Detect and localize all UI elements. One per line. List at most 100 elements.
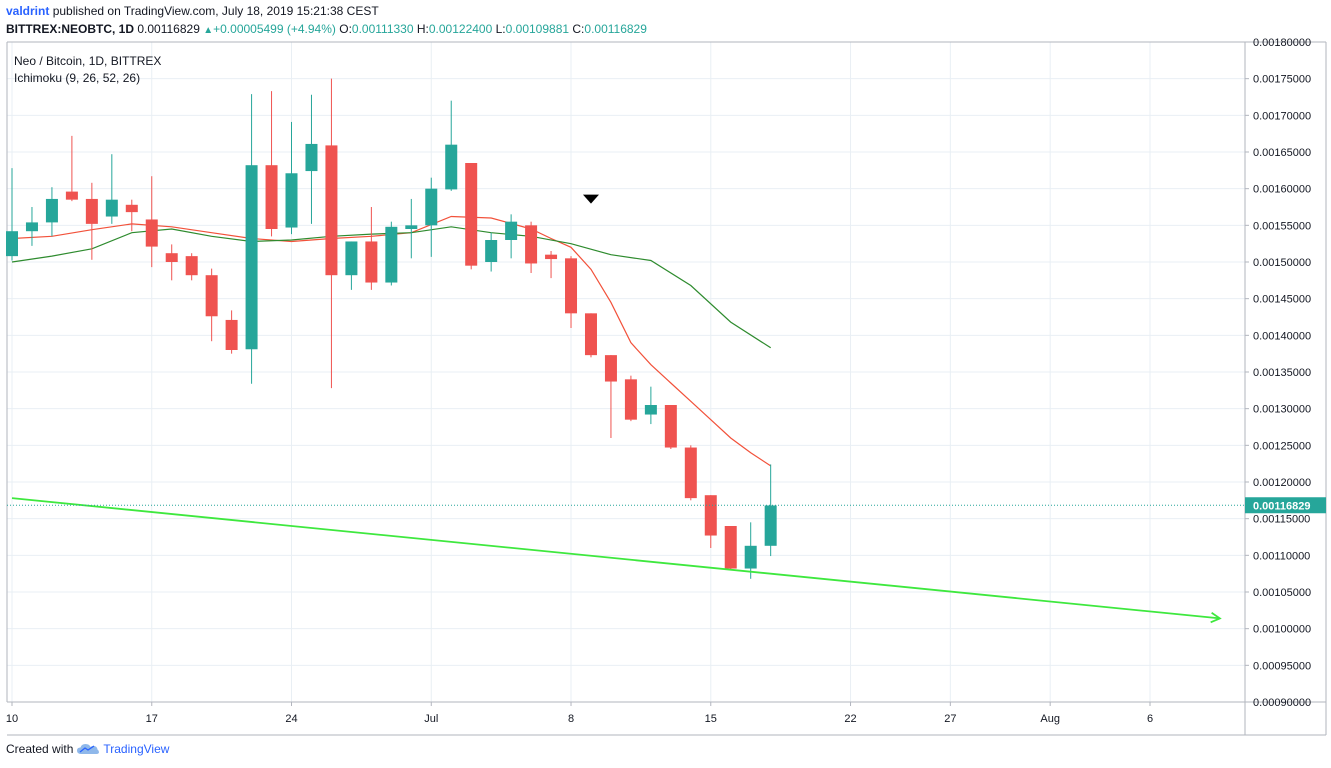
candle-body	[465, 163, 478, 266]
candle-up	[45, 187, 58, 237]
ohlc-bar: BITTREX:NEOBTC, 1D 0.00116829 ▲+0.000054…	[6, 22, 647, 36]
price-axis[interactable]: 0.00180000 0.00175000 0.00170000 0.00165000…	[1245, 37, 1326, 709]
candle-body	[565, 258, 578, 314]
x-tick-label: Jul	[424, 713, 438, 725]
candle-up	[385, 221, 398, 286]
candle-body	[365, 241, 378, 283]
candle-body	[445, 144, 458, 190]
y-tick-label: 0.00130000	[1253, 404, 1311, 416]
candle-up	[285, 121, 298, 235]
candles	[6, 78, 777, 579]
candle-up	[305, 94, 318, 224]
y-tick-label: 0.00115000	[1253, 514, 1310, 526]
candle-body	[545, 254, 558, 260]
x-tick-label: 27	[944, 713, 956, 725]
y-tick-label: 0.00150000	[1253, 257, 1311, 269]
y-tick-label: 0.00145000	[1253, 294, 1311, 306]
tradingview-cloud-icon	[77, 744, 100, 754]
candle-up	[25, 207, 38, 246]
legend-indicator[interactable]: Ichimoku (9, 26, 52, 26)	[14, 71, 140, 85]
candle-down	[525, 221, 538, 273]
y-tick-label: 0.00095000	[1253, 660, 1311, 672]
y-tick-label: 0.00170000	[1253, 110, 1311, 122]
candle-body	[604, 355, 617, 382]
candle-down	[565, 256, 578, 328]
candle-body	[85, 198, 98, 224]
change-value: +0.00005499 (+4.94%)	[213, 22, 336, 36]
candle-body	[584, 313, 597, 356]
down-arrow-marker-icon	[582, 194, 599, 204]
x-tick-label: 8	[568, 713, 574, 725]
x-tick-label: 22	[844, 713, 856, 725]
candle-down	[145, 176, 158, 268]
candle-body	[325, 145, 338, 276]
x-tick-label: 6	[1147, 713, 1153, 725]
x-tick-label: 15	[705, 713, 717, 725]
candle-up	[425, 177, 438, 257]
published-text: published on TradingView.com, July 18, 2…	[52, 4, 379, 18]
footer: Created with TradingView	[6, 742, 169, 756]
y-tick-label: 0.00105000	[1253, 587, 1311, 599]
author-name[interactable]: valdrint	[6, 4, 50, 18]
candle-down	[85, 182, 98, 260]
candle-up	[644, 386, 657, 425]
candle-down	[205, 268, 218, 342]
y-tick-label: 0.00175000	[1253, 74, 1311, 86]
candle-body	[505, 221, 518, 240]
candle-up	[744, 522, 757, 579]
candle-body	[345, 241, 358, 276]
candle-body	[704, 495, 717, 536]
last-price-label: 0.00116829	[1253, 500, 1311, 512]
chart-frame	[6, 41, 1327, 736]
close-value: 0.00116829	[584, 22, 647, 36]
legend-title: Neo / Bitcoin, 1D, BITTREX	[14, 54, 161, 68]
candle-body	[45, 198, 58, 223]
candle-down	[724, 526, 737, 570]
open-value: 0.00111330	[351, 22, 414, 36]
candle-up	[6, 168, 18, 261]
candle-body	[205, 275, 218, 317]
created-with-text: Created with	[6, 742, 74, 756]
y-tick-label: 0.00125000	[1253, 440, 1311, 452]
support-trendline	[11, 497, 1220, 620]
candle-down	[684, 445, 697, 501]
y-tick-label: 0.00120000	[1253, 477, 1311, 489]
candle-body	[525, 225, 538, 264]
candle-body	[385, 226, 398, 283]
symbol-label: BITTREX:NEOBTC, 1D	[6, 22, 135, 36]
candle-up	[405, 198, 418, 259]
candle-body	[624, 379, 637, 420]
candle-body	[185, 256, 198, 276]
candle-body	[285, 173, 298, 228]
candle-down	[545, 251, 558, 279]
brand-link[interactable]: TradingView	[103, 742, 170, 756]
candle-down	[704, 495, 717, 548]
up-triangle-icon: ▲	[203, 25, 214, 36]
candle-body	[664, 405, 677, 448]
y-tick-label: 0.00090000	[1253, 697, 1311, 709]
candle-body	[305, 143, 318, 172]
candle-body	[724, 526, 737, 569]
candle-body	[265, 165, 278, 229]
candle-body	[6, 231, 18, 257]
candle-body	[25, 222, 38, 232]
candle-body	[245, 165, 258, 350]
candle-body	[145, 219, 158, 247]
candle-down	[185, 253, 198, 281]
y-tick-label: 0.00180000	[1253, 37, 1311, 49]
y-tick-label: 0.00165000	[1253, 147, 1311, 159]
x-tick-label: 10	[6, 713, 18, 725]
x-tick-label: Aug	[1040, 713, 1060, 725]
y-tick-label: 0.00100000	[1253, 624, 1311, 636]
overlays	[7, 194, 1245, 624]
time-axis[interactable]: 10 17 24 Jul 8 15 22 27 Aug 6	[6, 702, 1153, 725]
y-tick-label: 0.00160000	[1253, 184, 1311, 196]
last-price-tag	[1245, 497, 1326, 514]
candle-up	[485, 232, 498, 272]
x-tick-label: 24	[285, 713, 297, 725]
candle-up	[105, 154, 118, 224]
x-tick-label: 17	[146, 713, 158, 725]
last-price: 0.00116829	[137, 22, 200, 36]
candle-down	[584, 313, 597, 358]
